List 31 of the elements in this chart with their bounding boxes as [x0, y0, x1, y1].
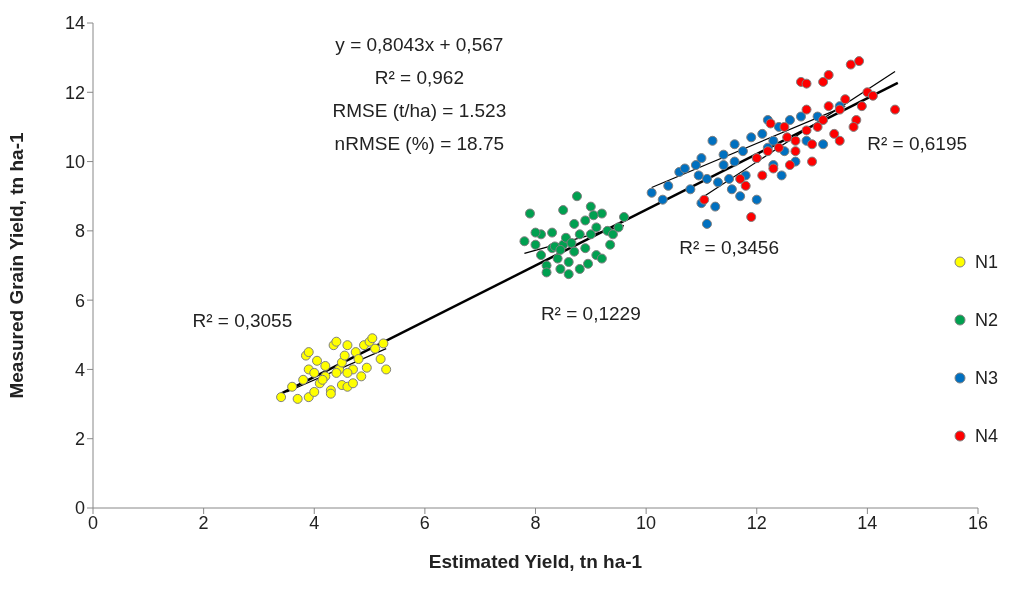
annotation: nRMSE (%) = 18.75	[333, 132, 506, 156]
x-tick-label: 14	[857, 512, 878, 533]
x-tick-label: 12	[746, 512, 767, 533]
annotation: y = 0,8043x + 0,567	[334, 33, 505, 57]
x-tick-label: 2	[198, 512, 209, 533]
x-tick-label: 6	[419, 512, 430, 533]
y-tick-label: 4	[74, 359, 85, 380]
annotation: R² = 0,6195	[867, 133, 968, 156]
y-tick-label: 0	[74, 498, 85, 519]
annotation: R² = 0,1229	[540, 303, 641, 325]
y-tick-label: 10	[64, 151, 85, 172]
annotation: R² = 0,962	[373, 66, 465, 90]
legend-label: N1	[974, 251, 998, 273]
x-tick-label: 0	[87, 512, 99, 533]
x-tick-label: 10	[636, 512, 657, 533]
y-tick-label: 12	[64, 82, 85, 103]
x-tick-label: 16	[967, 512, 989, 533]
y-tick-label: 2	[74, 429, 85, 450]
annotation: R² = 0,3055	[192, 309, 293, 332]
x-axis-title: Estimated Yield, tn ha-1	[428, 551, 643, 572]
annotation: RMSE (t/ha) = 1.523	[331, 99, 508, 123]
x-tick-label: 8	[530, 512, 541, 533]
y-axis-title: Measured Grain Yield, tn ha-1	[5, 132, 27, 399]
y-tick-label: 14	[64, 13, 85, 34]
legend-label: N3	[974, 367, 998, 389]
legend-label: N4	[974, 425, 998, 447]
y-tick-label: 6	[74, 290, 85, 311]
y-tick-label: 8	[74, 221, 85, 242]
annotation: R² = 0,3456	[679, 237, 780, 260]
x-tick-label: 4	[309, 512, 320, 533]
legend-label: N2	[974, 309, 998, 331]
